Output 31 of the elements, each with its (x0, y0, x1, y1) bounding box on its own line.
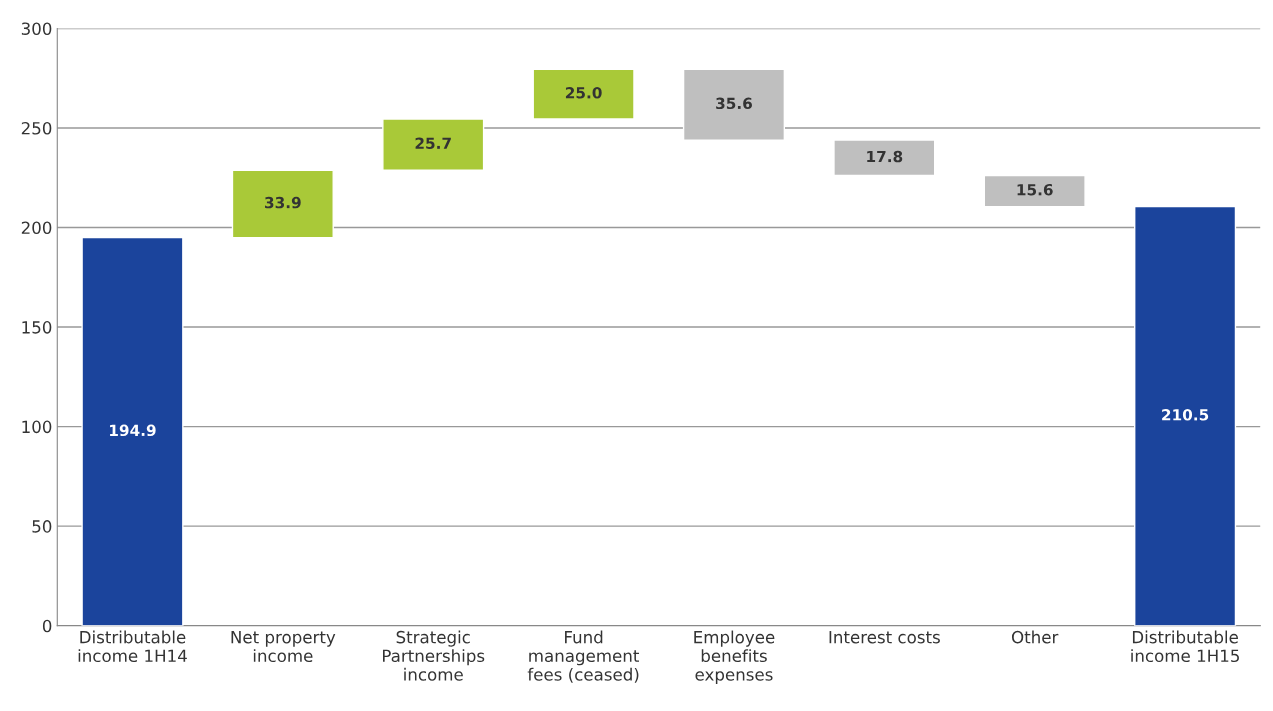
y-tick-label: 100 (22, 420, 52, 434)
data-label: 35.6 (716, 97, 752, 110)
y-tick-label: 300 (21, 22, 52, 36)
bar (1134, 205, 1237, 626)
y-tick-label: 250 (21, 121, 52, 135)
data-label: 25.0 (565, 87, 602, 99)
data-label: 15.6 (1017, 183, 1053, 196)
bar (682, 68, 786, 141)
x-tick-label: Distributable income 1H14 (78, 630, 187, 663)
x-tick-label: Distributable income 1H15 (1131, 630, 1239, 663)
y-tick-label: 200 (21, 221, 52, 235)
data-label: 25.7 (415, 137, 451, 150)
bar (532, 68, 635, 120)
x-tick-label: Net property income (231, 631, 336, 663)
bar (231, 169, 334, 239)
data-label: 210.5 (1162, 409, 1209, 421)
x-tick-label: Employee benefits expenses (694, 630, 775, 684)
x-tick-label: Interest costs (829, 631, 940, 644)
data-label: 194.9 (110, 424, 156, 437)
x-tick-label: Other (1011, 630, 1059, 644)
data-label: 33.9 (265, 196, 301, 209)
y-tick-label: 150 (22, 321, 52, 334)
bar (382, 118, 485, 171)
y-tick-label: 50 (32, 520, 52, 533)
data-label: 17.8 (867, 150, 903, 163)
bar (81, 236, 184, 626)
x-tick-label: Fund management fees (ceased) (527, 630, 640, 683)
y-tick-label: 0 (42, 619, 52, 633)
bar (833, 139, 936, 177)
x-tick-label: Strategic Partnerships income (383, 630, 485, 681)
bar (983, 174, 1086, 208)
